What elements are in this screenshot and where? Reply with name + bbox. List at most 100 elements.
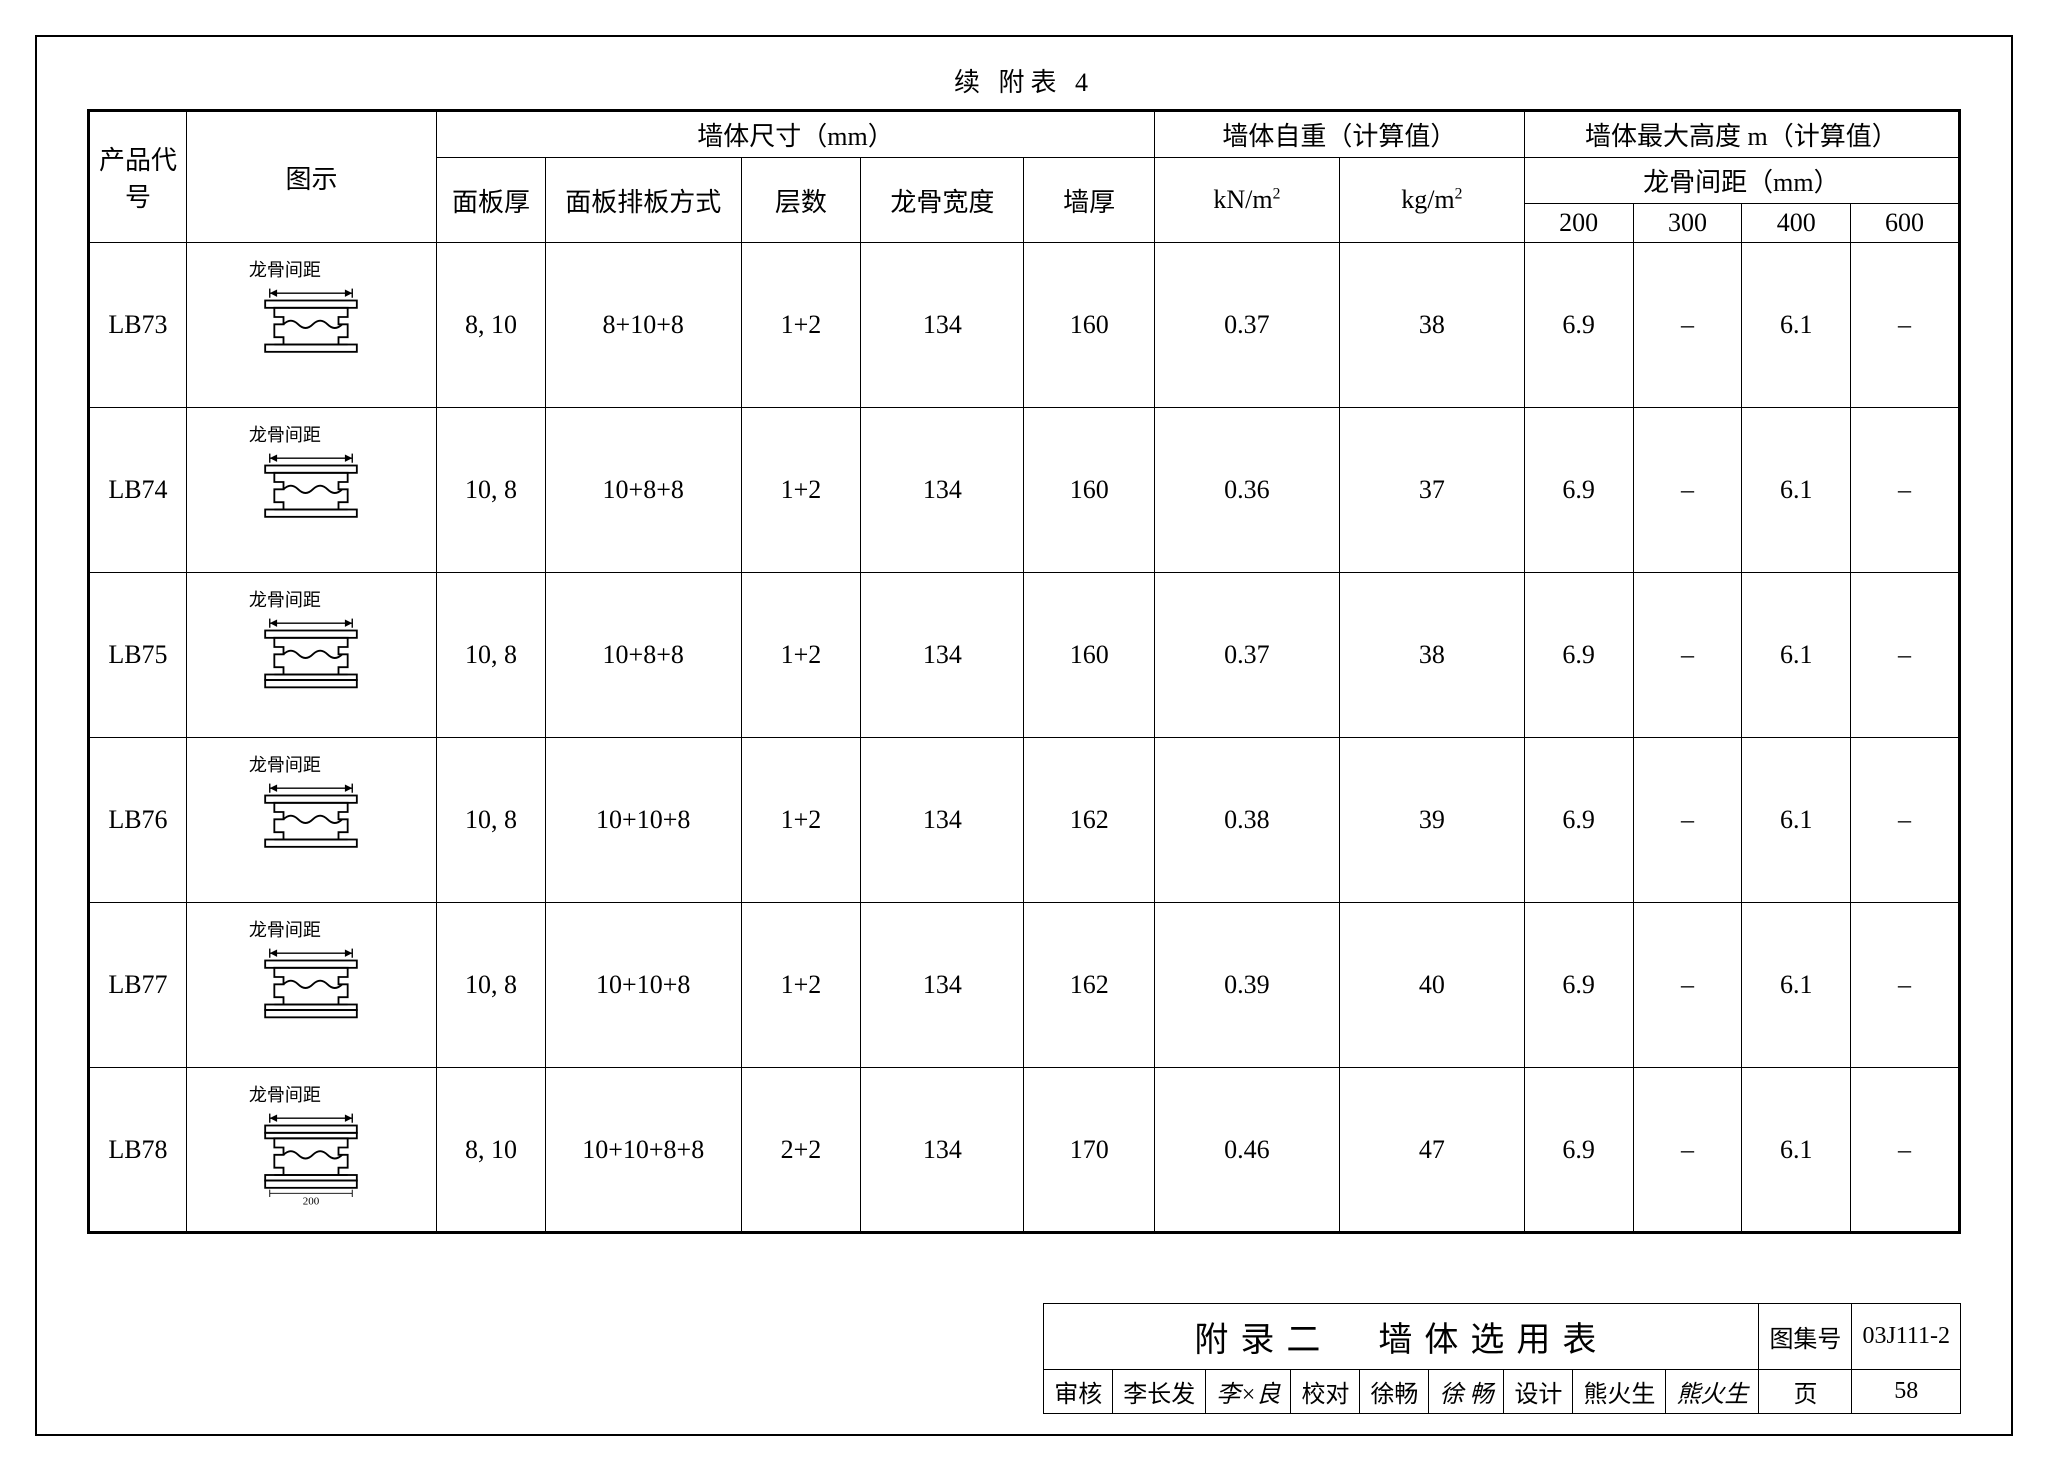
cell-200: 6.9 bbox=[1524, 408, 1633, 573]
cell-keel-width: 134 bbox=[861, 738, 1024, 903]
cell-panel-arrangement: 10+10+8 bbox=[545, 738, 741, 903]
th-kg: kg/m2 bbox=[1339, 158, 1524, 243]
table-caption: 续 附表 4 bbox=[87, 62, 1961, 99]
page-label: 页 bbox=[1759, 1370, 1852, 1414]
cell-kg: 39 bbox=[1339, 738, 1524, 903]
th-weight-group: 墙体自重（计算值） bbox=[1154, 111, 1524, 158]
design-signature: 熊火生 bbox=[1666, 1370, 1759, 1414]
review-label: 审核 bbox=[1044, 1370, 1113, 1414]
design-label: 设计 bbox=[1504, 1370, 1573, 1414]
cell-wall-thickness: 170 bbox=[1024, 1068, 1155, 1233]
reviewer: 李长发 bbox=[1113, 1370, 1206, 1414]
review-signature: 李×良 bbox=[1206, 1370, 1291, 1414]
cell-panel-arrangement: 8+10+8 bbox=[545, 243, 741, 408]
th-200: 200 bbox=[1524, 204, 1633, 243]
th-kn: kN/m2 bbox=[1154, 158, 1339, 243]
cell-panel-arrangement: 10+8+8 bbox=[545, 408, 741, 573]
checker: 徐畅 bbox=[1360, 1370, 1429, 1414]
th-wall-thickness: 墙厚 bbox=[1024, 158, 1155, 243]
cell-panel-thickness: 10, 8 bbox=[437, 573, 546, 738]
th-400: 400 bbox=[1742, 204, 1851, 243]
th-keel-spacing-group: 龙骨间距（mm） bbox=[1524, 158, 1959, 204]
cell-400: 6.1 bbox=[1742, 408, 1851, 573]
cell-600: – bbox=[1851, 243, 1960, 408]
cell-code: LB76 bbox=[89, 738, 187, 903]
wall-selection-table: 产品代号 图示 墙体尺寸（mm） 墙体自重（计算值） 墙体最大高度 m（计算值）… bbox=[87, 109, 1961, 1234]
cell-keel-width: 134 bbox=[861, 1068, 1024, 1233]
cell-300: – bbox=[1633, 903, 1742, 1068]
cell-diagram: 龙骨间距 bbox=[186, 573, 436, 738]
cell-code: LB77 bbox=[89, 903, 187, 1068]
cell-code: LB78 bbox=[89, 1068, 187, 1233]
page-frame: 续 附表 4 产品代号 图示 墙体尺寸（mm） 墙体自重（计算值） 墙体最大高度… bbox=[35, 35, 2013, 1436]
diagram-label: 龙骨间距 bbox=[189, 421, 434, 447]
cell-wall-thickness: 160 bbox=[1024, 408, 1155, 573]
cell-400: 6.1 bbox=[1742, 1068, 1851, 1233]
cell-panel-arrangement: 10+10+8 bbox=[545, 903, 741, 1068]
cell-kn: 0.36 bbox=[1154, 408, 1339, 573]
cell-code: LB75 bbox=[89, 573, 187, 738]
cell-300: – bbox=[1633, 408, 1742, 573]
cell-panel-thickness: 10, 8 bbox=[437, 903, 546, 1068]
title-block: 附录二 墙体选用表 图集号 03J111-2 审核 李长发 李×良 校对 徐畅 … bbox=[1043, 1303, 1961, 1414]
table-row: LB73 龙骨间距 8, 10 8+10+8 1+2 134 160 0.37 … bbox=[89, 243, 1960, 408]
cell-400: 6.1 bbox=[1742, 738, 1851, 903]
wall-section-icon bbox=[189, 614, 434, 724]
cell-kn: 0.37 bbox=[1154, 573, 1339, 738]
designer: 熊火生 bbox=[1573, 1370, 1666, 1414]
cell-600: – bbox=[1851, 903, 1960, 1068]
cell-diagram: 龙骨间距 200 bbox=[186, 1068, 436, 1233]
th-diagram: 图示 bbox=[186, 111, 436, 243]
cell-kn: 0.46 bbox=[1154, 1068, 1339, 1233]
cell-wall-thickness: 162 bbox=[1024, 738, 1155, 903]
cell-layers: 1+2 bbox=[741, 408, 861, 573]
cell-wall-thickness: 160 bbox=[1024, 573, 1155, 738]
cell-layers: 2+2 bbox=[741, 1068, 861, 1233]
check-signature: 徐 畅 bbox=[1429, 1370, 1504, 1414]
th-code: 产品代号 bbox=[89, 111, 187, 243]
diagram-label: 龙骨间距 bbox=[189, 751, 434, 777]
th-keel-width: 龙骨宽度 bbox=[861, 158, 1024, 243]
cell-300: – bbox=[1633, 243, 1742, 408]
cell-300: – bbox=[1633, 738, 1742, 903]
cell-diagram: 龙骨间距 bbox=[186, 903, 436, 1068]
wall-section-icon bbox=[189, 449, 434, 559]
cell-keel-width: 134 bbox=[861, 408, 1024, 573]
table-row: LB77 龙骨间距 10, 8 10+10+8 1+2 134 162 0.39… bbox=[89, 903, 1960, 1068]
cell-kn: 0.37 bbox=[1154, 243, 1339, 408]
cell-600: – bbox=[1851, 573, 1960, 738]
cell-400: 6.1 bbox=[1742, 903, 1851, 1068]
cell-kg: 40 bbox=[1339, 903, 1524, 1068]
cell-600: – bbox=[1851, 738, 1960, 903]
cell-keel-width: 134 bbox=[861, 903, 1024, 1068]
cell-diagram: 龙骨间距 bbox=[186, 738, 436, 903]
cell-layers: 1+2 bbox=[741, 903, 861, 1068]
cell-300: – bbox=[1633, 573, 1742, 738]
cell-600: – bbox=[1851, 408, 1960, 573]
cell-panel-arrangement: 10+10+8+8 bbox=[545, 1068, 741, 1233]
cell-panel-thickness: 8, 10 bbox=[437, 243, 546, 408]
cell-600: – bbox=[1851, 1068, 1960, 1233]
table-row: LB78 龙骨间距 200 8, 10 10+10+8+8 2+2 134 17… bbox=[89, 1068, 1960, 1233]
atlas-label: 图集号 bbox=[1759, 1304, 1852, 1370]
svg-text:200: 200 bbox=[303, 1195, 320, 1207]
diagram-label: 龙骨间距 bbox=[189, 256, 434, 282]
th-300: 300 bbox=[1633, 204, 1742, 243]
cell-kg: 38 bbox=[1339, 243, 1524, 408]
cell-200: 6.9 bbox=[1524, 573, 1633, 738]
cell-code: LB73 bbox=[89, 243, 187, 408]
cell-panel-thickness: 10, 8 bbox=[437, 738, 546, 903]
diagram-label: 龙骨间距 bbox=[189, 916, 434, 942]
th-layers: 层数 bbox=[741, 158, 861, 243]
cell-400: 6.1 bbox=[1742, 573, 1851, 738]
cell-panel-arrangement: 10+8+8 bbox=[545, 573, 741, 738]
cell-kg: 37 bbox=[1339, 408, 1524, 573]
cell-kg: 38 bbox=[1339, 573, 1524, 738]
cell-kn: 0.39 bbox=[1154, 903, 1339, 1068]
th-panel-arrangement: 面板排板方式 bbox=[545, 158, 741, 243]
table-row: LB76 龙骨间距 10, 8 10+10+8 1+2 134 162 0.38… bbox=[89, 738, 1960, 903]
cell-wall-thickness: 162 bbox=[1024, 903, 1155, 1068]
cell-wall-thickness: 160 bbox=[1024, 243, 1155, 408]
cell-diagram: 龙骨间距 bbox=[186, 408, 436, 573]
th-600: 600 bbox=[1851, 204, 1960, 243]
